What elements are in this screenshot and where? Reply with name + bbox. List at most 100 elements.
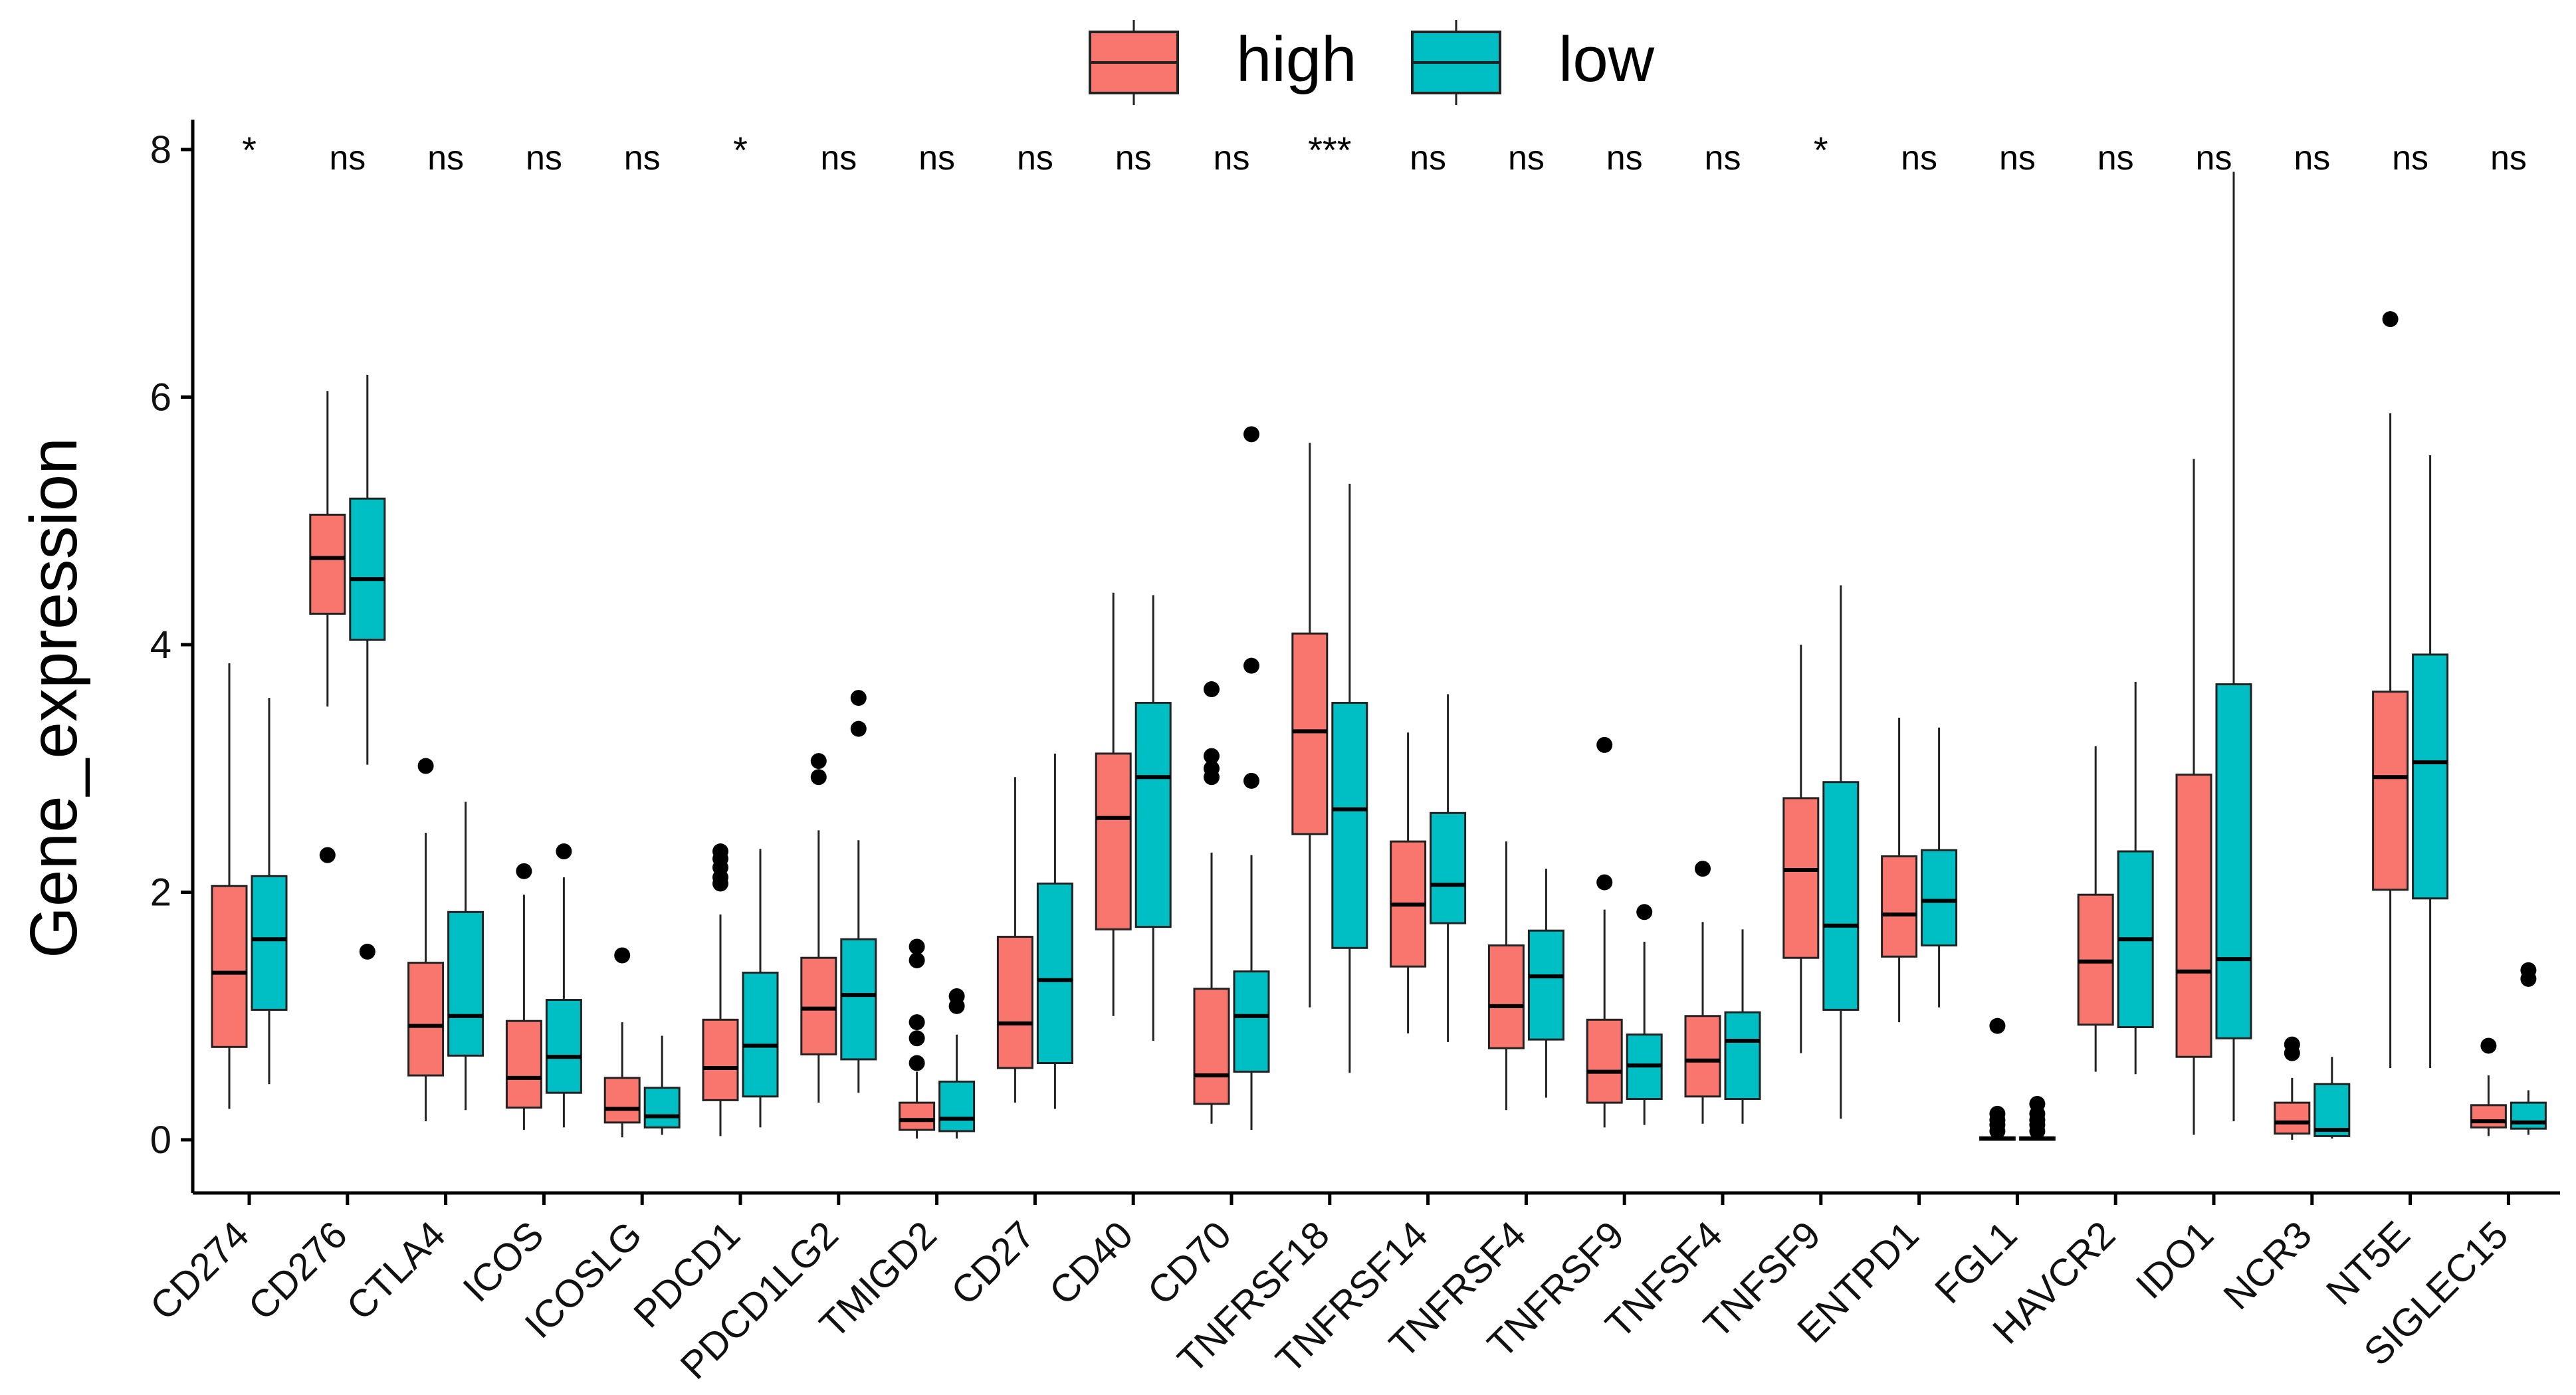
significance-label: ns [820, 139, 857, 177]
x-tick-label: CD40 [1041, 1213, 1141, 1313]
box-low-ENTPD1 [1921, 727, 1958, 1008]
box-low-TNFSF4 [1724, 929, 1761, 1124]
box-body [2274, 1101, 2311, 1135]
box-body [1193, 988, 1230, 1105]
box-high-CD27 [996, 777, 1033, 1103]
significance-label: ns [2196, 139, 2232, 177]
box-body [2412, 653, 2449, 900]
box-low-TNFRSF9 [1626, 904, 1663, 1125]
significance-label: ns [526, 139, 562, 177]
outlier-point [1989, 1105, 2006, 1122]
outlier-point [359, 943, 376, 960]
box-body [1233, 970, 1270, 1073]
significance-label: *** [1308, 129, 1351, 171]
box-body [211, 885, 248, 1048]
box-high-TMIGD2 [899, 938, 936, 1139]
box-high-CD40 [1095, 592, 1132, 1016]
significance-label: * [1814, 129, 1828, 171]
outlier-point [850, 720, 867, 737]
outlier-point [712, 843, 728, 860]
box-low-CD274 [251, 698, 288, 1085]
box-body [1134, 702, 1172, 928]
box-high-TNFSF9 [1782, 645, 1820, 1053]
box-body [1921, 849, 1958, 947]
box-body [545, 999, 582, 1094]
box-high-NCR3 [2274, 1036, 2311, 1140]
y-axis: 0 2 4 6 8 [150, 120, 195, 1193]
box-high-PDCD1LG2 [800, 753, 837, 1103]
x-tick-label: CD274 [142, 1213, 257, 1329]
box-body [1430, 811, 1467, 924]
box-high-TNFRSF9 [1586, 736, 1623, 1128]
box-high-IDO1 [2175, 459, 2212, 1135]
outlier-point [1243, 772, 1259, 789]
outlier-point [948, 988, 965, 1004]
box-body [1724, 1011, 1761, 1101]
box-high-SIGLEC15 [2470, 1037, 2507, 1136]
legend-label: low [1558, 24, 1655, 95]
outlier-point [556, 843, 572, 860]
box-body [1822, 781, 1860, 1011]
box-low-IDO1 [2215, 171, 2252, 1122]
x-tick-label: CD27 [943, 1213, 1043, 1313]
box-body [1095, 752, 1132, 930]
significance-label: ns [624, 139, 661, 177]
box-body [1036, 882, 1073, 1065]
significance-label: ns [2294, 139, 2330, 177]
legend-label: high [1236, 24, 1357, 95]
box-body [800, 956, 837, 1055]
box-body [1527, 929, 1564, 1041]
outlier-point [516, 863, 532, 879]
y-tick-label: 6 [150, 376, 171, 419]
outlier-point [2382, 311, 2399, 328]
significance-label: * [733, 129, 748, 171]
outlier-point [909, 952, 925, 968]
y-tick-label: 0 [150, 1119, 171, 1162]
box-high-CD276 [309, 391, 346, 863]
box-high-HAVCR2 [2077, 746, 2114, 1072]
significance-label: ns [1115, 139, 1152, 177]
outlier-point [909, 1014, 925, 1031]
box-high-PDCD1 [702, 843, 739, 1136]
significance-label: ns [2097, 139, 2134, 177]
box-low-TNFRSF18 [1331, 483, 1368, 1073]
box-high-NT5E [2372, 311, 2409, 1068]
box-low-HAVCR2 [2117, 681, 2154, 1075]
outlier-point [1204, 748, 1220, 764]
outlier-point [909, 1030, 925, 1047]
outlier-point [810, 769, 827, 786]
box-low-TNFRSF4 [1527, 869, 1564, 1098]
box-high-CD70 [1193, 681, 1230, 1124]
outlier-point [1695, 861, 1711, 877]
box-low-CD27 [1036, 753, 1073, 1109]
y-axis-title: Gene_expression [17, 437, 91, 958]
legend-item-low: low [1411, 20, 1655, 105]
outlier-point [2029, 1095, 2046, 1112]
significance-label: ns [1410, 139, 1446, 177]
significance-label: ns [2490, 139, 2527, 177]
box-low-ICOSLG [643, 1035, 681, 1135]
boxes-layer [211, 171, 2547, 1141]
box-body [2313, 1083, 2351, 1137]
outlier-point [810, 753, 827, 770]
outlier-point [909, 1055, 925, 1071]
significance-label: ns [1214, 139, 1250, 177]
outlier-point [1204, 681, 1220, 698]
outlier-point [1204, 760, 1220, 777]
box-high-ENTPD1 [1881, 717, 1918, 1023]
outlier-point [2480, 1037, 2497, 1054]
significance-label: ns [1508, 139, 1545, 177]
significance-label: ns [1705, 139, 1741, 177]
outlier-point [909, 938, 925, 955]
box-body [1881, 855, 1918, 958]
box-body [2215, 683, 2252, 1039]
box-body [643, 1087, 681, 1128]
box-body [742, 972, 779, 1098]
box-low-NCR3 [2313, 1057, 2351, 1139]
box-body [1586, 1018, 1623, 1104]
box-low-SIGLEC15 [2510, 962, 2547, 1135]
box-low-TNFSF9 [1822, 585, 1860, 1119]
legend: high low [1089, 20, 1655, 105]
box-low-CD276 [349, 374, 386, 960]
